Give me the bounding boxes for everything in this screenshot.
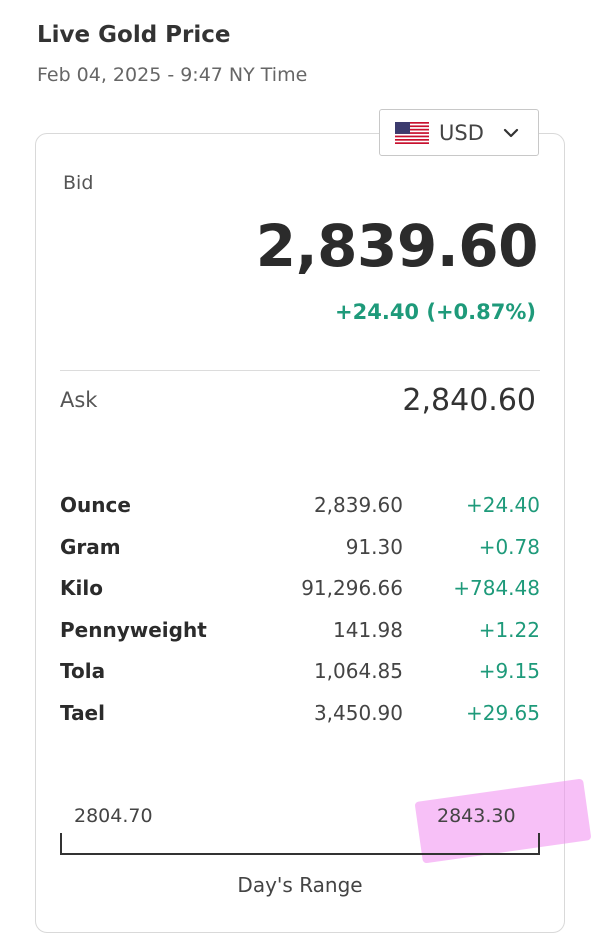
unit-row: Kilo 91,296.66 +784.48 <box>60 570 540 612</box>
unit-name: Pennyweight <box>60 617 207 642</box>
unit-price: 141.98 <box>333 617 403 642</box>
unit-name: Tael <box>60 700 105 725</box>
unit-row: Ounce 2,839.60 +24.40 <box>60 487 540 529</box>
unit-name: Kilo <box>60 576 103 601</box>
unit-price-table: Ounce 2,839.60 +24.40 Gram 91.30 +0.78 K… <box>60 487 540 737</box>
range-high: 2843.30 <box>437 805 516 827</box>
unit-row: Gram 91.30 +0.78 <box>60 529 540 571</box>
page-title: Live Gold Price <box>37 22 231 48</box>
unit-change: +784.48 <box>453 576 540 601</box>
unit-price: 2,839.60 <box>313 493 403 517</box>
divider <box>60 370 540 371</box>
unit-row: Tola 1,064.85 +9.15 <box>60 653 540 695</box>
unit-price: 1,064.85 <box>313 659 403 684</box>
chevron-down-icon <box>503 128 519 138</box>
unit-name: Gram <box>60 534 121 559</box>
us-flag-icon <box>395 121 429 144</box>
day-range-label: Day's Range <box>237 873 363 897</box>
bid-label: Bid <box>63 172 94 194</box>
price-change: +24.40 (+0.87%) <box>335 300 536 324</box>
unit-name: Ounce <box>60 493 131 517</box>
unit-price: 3,450.90 <box>313 700 403 725</box>
ask-price: 2,840.60 <box>402 383 536 418</box>
unit-row: Pennyweight 141.98 +1.22 <box>60 612 540 654</box>
unit-name: Tola <box>60 659 106 684</box>
currency-selector[interactable]: USD <box>379 109 539 156</box>
unit-price: 91,296.66 <box>301 576 403 601</box>
unit-change: +9.15 <box>478 659 540 684</box>
range-low: 2804.70 <box>74 805 153 827</box>
unit-change: +24.40 <box>465 493 540 517</box>
unit-price: 91.30 <box>345 534 403 559</box>
unit-change: +0.78 <box>478 534 540 559</box>
unit-change: +29.65 <box>465 700 540 725</box>
day-range-bar <box>60 833 540 855</box>
unit-row: Tael 3,450.90 +29.65 <box>60 695 540 737</box>
currency-code: USD <box>439 120 484 145</box>
unit-change: +1.22 <box>478 617 540 642</box>
timestamp: Feb 04, 2025 - 9:47 NY Time <box>37 64 308 86</box>
ask-label: Ask <box>60 388 98 412</box>
bid-price: 2,839.60 <box>255 212 539 280</box>
